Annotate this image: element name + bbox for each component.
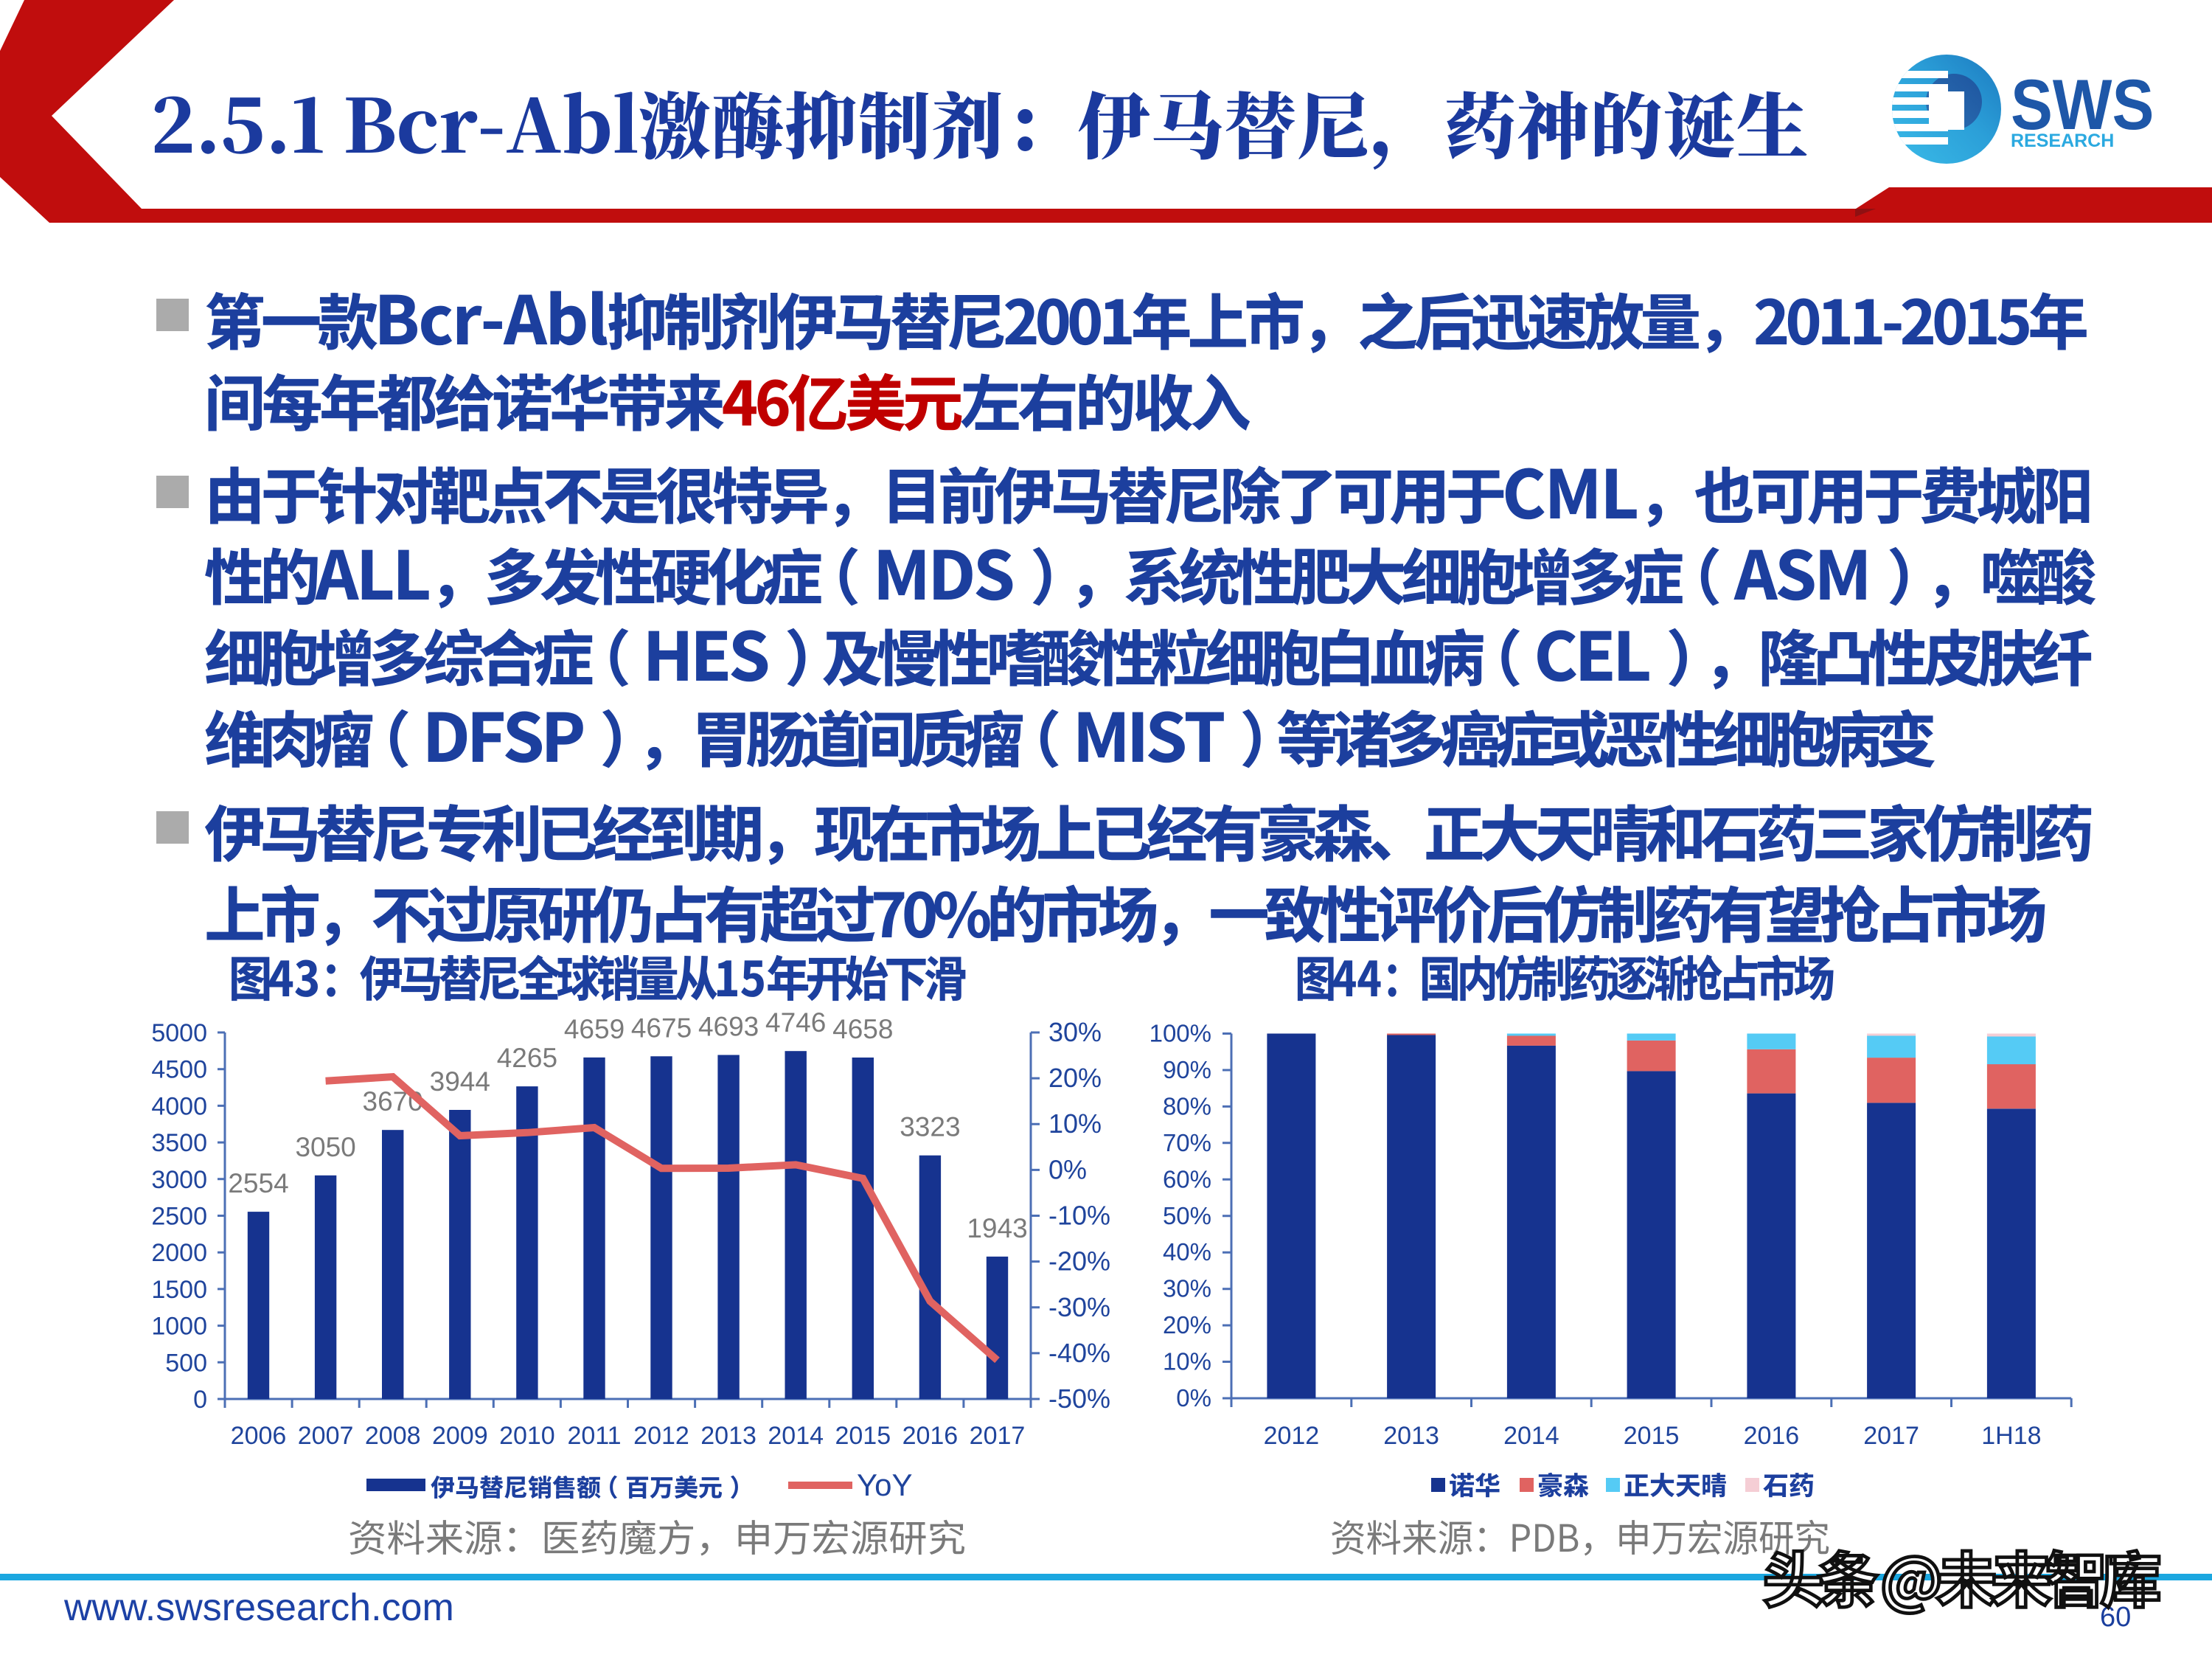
svg-text:70%: 70% [1163, 1129, 1211, 1156]
svg-text:40%: 40% [1163, 1238, 1211, 1266]
svg-text:0: 0 [193, 1386, 207, 1414]
svg-text:10%: 10% [1048, 1108, 1102, 1139]
svg-text:3944: 3944 [430, 1066, 490, 1097]
svg-text:1943: 1943 [967, 1213, 1027, 1243]
svg-text:-20%: -20% [1048, 1246, 1110, 1277]
svg-text:1500: 1500 [151, 1276, 207, 1304]
svg-text:2014: 2014 [768, 1422, 824, 1450]
svg-text:30%: 30% [1048, 1017, 1102, 1047]
svg-text:5000: 5000 [151, 1019, 207, 1047]
svg-text:www.swsresearch.com: www.swsresearch.com [63, 1586, 454, 1629]
svg-text:1H18: 1H18 [1981, 1422, 2041, 1450]
svg-text:20%: 20% [1048, 1063, 1102, 1093]
svg-text:4500: 4500 [151, 1056, 207, 1084]
svg-text:90%: 90% [1163, 1056, 1211, 1083]
svg-text:2011: 2011 [567, 1422, 621, 1450]
svg-text:4746: 4746 [765, 1007, 826, 1038]
svg-text:2007: 2007 [298, 1422, 354, 1450]
svg-text:2006: 2006 [231, 1422, 287, 1450]
svg-text:2012: 2012 [1264, 1422, 1320, 1450]
svg-text:4000: 4000 [151, 1092, 207, 1120]
svg-text:-10%: -10% [1048, 1201, 1110, 1231]
svg-text:2015: 2015 [835, 1422, 891, 1450]
svg-text:3323: 3323 [900, 1112, 960, 1142]
svg-text:60%: 60% [1163, 1165, 1211, 1192]
svg-text:20%: 20% [1163, 1311, 1211, 1339]
svg-text:0%: 0% [1048, 1154, 1087, 1184]
svg-text:2000: 2000 [151, 1239, 207, 1267]
svg-text:3500: 3500 [151, 1129, 207, 1157]
svg-text:4658: 4658 [832, 1014, 893, 1044]
svg-text:4265: 4265 [497, 1043, 557, 1073]
svg-text:4675: 4675 [631, 1013, 692, 1043]
svg-text:2016: 2016 [902, 1422, 959, 1450]
svg-text:4693: 4693 [698, 1012, 759, 1042]
svg-text:2017: 2017 [970, 1422, 1026, 1450]
svg-text:2017: 2017 [1863, 1422, 1919, 1450]
svg-text:2015: 2015 [1624, 1422, 1680, 1450]
svg-text:2010: 2010 [499, 1422, 555, 1450]
svg-text:1000: 1000 [151, 1313, 207, 1341]
svg-text:2009: 2009 [432, 1422, 488, 1450]
svg-text:80%: 80% [1163, 1092, 1211, 1119]
svg-text:50%: 50% [1163, 1202, 1211, 1229]
svg-text:2014: 2014 [1503, 1422, 1559, 1450]
svg-text:500: 500 [165, 1349, 207, 1377]
svg-text:2013: 2013 [1383, 1422, 1439, 1450]
svg-text:100%: 100% [1150, 1020, 1211, 1047]
svg-text:RESEARCH: RESEARCH [2011, 131, 2114, 151]
svg-text:3050: 3050 [295, 1132, 355, 1162]
svg-text:-30%: -30% [1048, 1292, 1110, 1322]
svg-text:10%: 10% [1163, 1348, 1211, 1375]
svg-text:2500: 2500 [151, 1203, 207, 1231]
svg-text:-50%: -50% [1048, 1383, 1110, 1414]
svg-text:3000: 3000 [151, 1166, 207, 1194]
svg-text:2013: 2013 [700, 1422, 757, 1450]
svg-text:-40%: -40% [1048, 1338, 1110, 1368]
svg-text:SWS: SWS [2011, 65, 2154, 145]
svg-text:30%: 30% [1163, 1275, 1211, 1302]
svg-text:2008: 2008 [365, 1422, 421, 1450]
svg-text:YoY: YoY [857, 1468, 913, 1502]
svg-text:2554: 2554 [228, 1168, 288, 1198]
svg-text:2016: 2016 [1744, 1422, 1800, 1450]
svg-text:4659: 4659 [564, 1014, 625, 1044]
svg-text:0%: 0% [1176, 1384, 1211, 1412]
svg-text:2012: 2012 [633, 1422, 689, 1450]
